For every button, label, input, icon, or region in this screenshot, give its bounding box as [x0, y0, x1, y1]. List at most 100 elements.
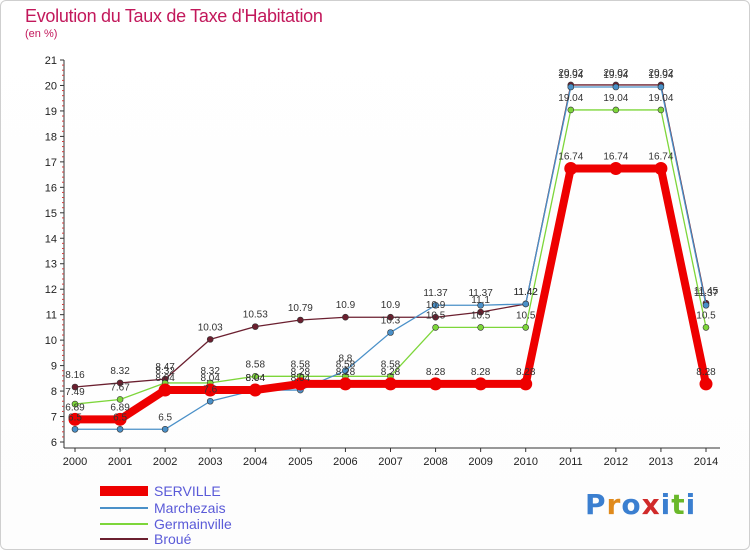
y-tick-label: 14 [45, 233, 57, 245]
data-point [477, 308, 484, 316]
data-point [387, 329, 394, 336]
data-point [564, 161, 578, 175]
y-tick-label: 7 [51, 412, 57, 424]
legend-item-marchezais: Marchezais [100, 500, 360, 516]
logo-letter: i [660, 488, 672, 521]
data-label: 19.04 [558, 93, 583, 104]
data-point [158, 383, 172, 397]
data-label: 16.74 [648, 151, 673, 162]
data-label: 8.58 [291, 359, 311, 370]
data-point [342, 313, 349, 321]
legend-item-germainville: Germainville [100, 516, 360, 532]
data-label: 10.9 [381, 300, 401, 311]
data-label: 19.94 [648, 70, 673, 81]
data-label: 16.74 [603, 151, 628, 162]
data-label: 8.16 [65, 370, 85, 381]
data-point [71, 400, 79, 408]
data-label: 10.5 [471, 310, 491, 321]
data-point [116, 425, 124, 433]
data-label: 19.94 [603, 70, 628, 81]
data-label: 8.04 [155, 373, 175, 384]
y-tick-label: 18 [45, 131, 57, 143]
legend-item-serville: SERVILLE [100, 483, 360, 499]
data-label: 16.74 [558, 151, 583, 162]
data-label: 11.37 [694, 288, 719, 299]
data-label: 6.89 [110, 402, 130, 413]
data-point [567, 83, 575, 91]
data-label: 8.47 [155, 362, 175, 373]
x-tick-label: 2014 [694, 456, 718, 468]
y-tick-label: 10 [45, 335, 57, 347]
data-point [251, 323, 259, 330]
y-tick-label: 20 [45, 80, 57, 92]
data-label: 8.04 [246, 373, 266, 384]
y-tick-label: 9 [51, 361, 57, 373]
legend-swatch-marchezais [100, 507, 148, 509]
x-tick-label: 2001 [108, 456, 132, 468]
series-line-broué [74, 84, 707, 388]
data-label: 8.58 [336, 359, 356, 370]
logo-letter: x [641, 488, 661, 521]
data-label: 11.42 [514, 287, 539, 298]
data-label: 7.67 [110, 382, 130, 393]
data-point [477, 301, 484, 309]
data-label: 8.28 [381, 367, 401, 378]
data-point [522, 300, 530, 308]
data-label: 20.02 [648, 68, 673, 79]
y-tick-label: 17 [45, 157, 57, 169]
data-label: 10.5 [426, 310, 446, 321]
data-point [116, 379, 124, 387]
data-point [71, 425, 79, 433]
data-label: 10.9 [336, 300, 356, 311]
data-point [342, 367, 349, 374]
data-label: 6.5 [68, 412, 82, 423]
data-label: 8.28 [471, 367, 491, 378]
y-tick-label: 19 [45, 106, 57, 118]
data-point [206, 336, 214, 343]
x-tick-label: 2011 [559, 456, 583, 468]
data-label: 8.28 [291, 367, 311, 378]
data-point [297, 316, 304, 324]
y-tick-label: 16 [45, 182, 57, 194]
data-point [293, 377, 307, 391]
proxiti-logo: Proxiti [585, 488, 696, 521]
data-label: 8.32 [110, 366, 130, 377]
data-label: 6.5 [158, 412, 172, 423]
data-label: 8.58 [246, 359, 266, 370]
data-label: 10.5 [516, 310, 536, 321]
logo-letter: t [671, 488, 686, 521]
logo-letter: i [685, 488, 697, 521]
data-point [702, 324, 710, 331]
data-label: 8.28 [696, 367, 716, 378]
data-point [384, 377, 397, 391]
data-label: 10.03 [198, 322, 223, 333]
data-point [657, 106, 665, 114]
data-point [609, 161, 623, 175]
data-label: 8.04 [291, 373, 311, 384]
data-point [387, 313, 394, 321]
data-point [612, 83, 620, 91]
x-tick-label: 2009 [468, 456, 492, 468]
data-point [432, 301, 439, 309]
data-label: 8.8 [338, 354, 352, 365]
x-tick-label: 2003 [198, 456, 222, 468]
y-tick-label: 12 [45, 284, 57, 296]
data-label: 8.04 [200, 373, 220, 384]
x-tick-label: 2012 [604, 456, 628, 468]
data-point [654, 161, 668, 175]
x-tick-label: 2005 [288, 456, 312, 468]
data-point [68, 412, 82, 426]
x-tick-label: 2013 [649, 456, 673, 468]
data-point [657, 83, 665, 91]
data-label: 20.02 [603, 68, 628, 79]
legend-item-broue: Broué [100, 531, 360, 547]
data-label: 11.37 [423, 288, 448, 299]
data-label: 8.32 [155, 366, 175, 377]
data-label: 7.49 [65, 387, 85, 398]
data-point [113, 412, 127, 426]
x-tick-label: 2010 [513, 456, 537, 468]
data-point [432, 324, 439, 331]
data-label: 7.6 [203, 384, 217, 395]
